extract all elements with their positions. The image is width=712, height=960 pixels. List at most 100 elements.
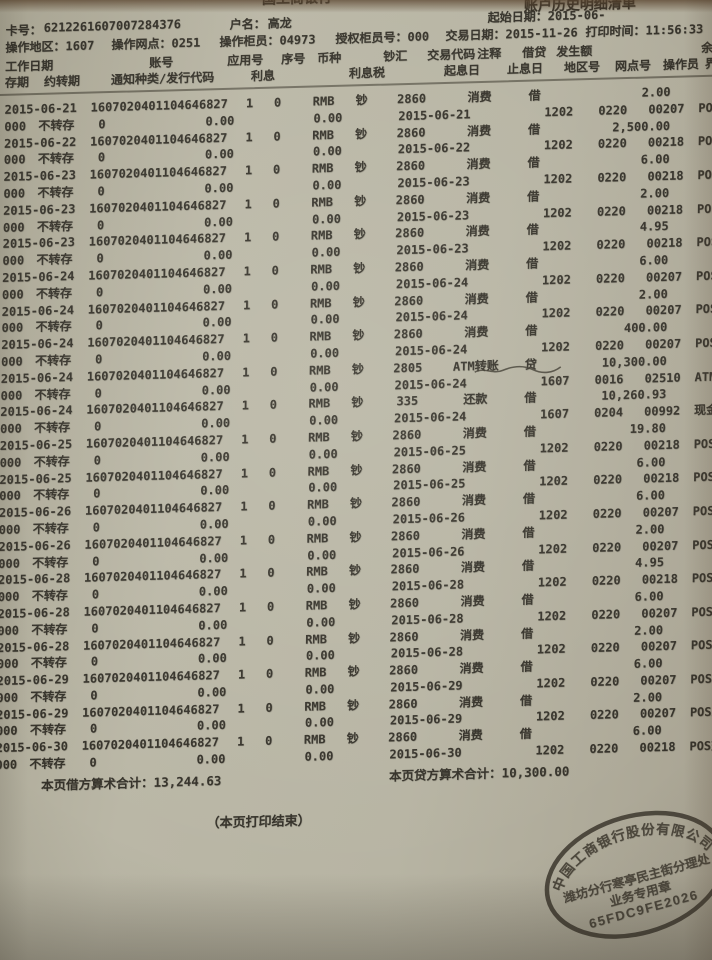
transaction-amount: 6.00 [640, 152, 670, 167]
app-no: 1 [243, 264, 251, 279]
transaction-code: 2860 [391, 494, 421, 510]
work-date: 2015-06-23 [3, 168, 76, 185]
transaction-amount: 2.00 [633, 689, 663, 705]
work-date: 2015-06-28 [0, 638, 70, 655]
branch-no: 0220 [595, 270, 625, 286]
region-no: 1202 [542, 238, 572, 254]
transaction-amount: 4.95 [634, 555, 665, 571]
col-branch-no: 网点号 [614, 58, 652, 74]
transaction-amount: 6.00 [633, 656, 663, 671]
transaction-code: 2860 [394, 259, 424, 275]
operator-no: 00218 [641, 571, 678, 587]
branch-no: 0016 [594, 371, 624, 387]
app-no: 1 [241, 432, 249, 447]
seq-no: 0 [269, 397, 278, 413]
operator-no: 00207 [640, 672, 677, 688]
channel: POS交 [693, 469, 712, 485]
work-date: 2015-06-25 [0, 470, 72, 487]
region-no: 1202 [535, 709, 565, 724]
app-no: 1 [245, 129, 253, 144]
value-date: 2015-06-24 [394, 375, 467, 392]
deposit-term: 000 [0, 421, 22, 437]
operator-no: 00218 [646, 202, 684, 218]
branch-no: 0220 [589, 741, 619, 757]
transaction-code: 2860 [389, 662, 419, 678]
app-no: 1 [240, 465, 249, 481]
col-operator-no: 操作员 [662, 57, 700, 73]
notice-type: 0 [93, 419, 102, 434]
col-interface-cut: 界 [704, 56, 712, 71]
renewal-type: 不转存 [33, 453, 70, 469]
channel: POS交 [689, 704, 712, 720]
notice-type: 0 [96, 251, 104, 266]
transaction-amount: 2.00 [638, 286, 668, 302]
col-seq-no: 序号 [281, 51, 306, 67]
branch-no: 0220 [596, 237, 626, 253]
channel: POS交 [689, 738, 712, 754]
channel: POS交 [692, 503, 712, 519]
seq-no: 0 [266, 599, 275, 614]
top-edge-fragment-center: 国工商银行 [262, 0, 332, 9]
deposit-term: 000 [1, 320, 24, 336]
operator-no: 00207 [648, 101, 685, 117]
transaction-amount: 4.95 [639, 219, 669, 235]
end-of-print-note: （本页打印结束） [206, 813, 311, 832]
currency: RMB [308, 396, 331, 411]
cash-flag: 钞 [350, 429, 363, 444]
renewal-type: 不转存 [37, 151, 74, 167]
transaction-code: 2860 [391, 461, 421, 476]
cash-flag: 钞 [352, 328, 365, 343]
notice-type: 0 [92, 520, 101, 535]
seq-no: 0 [267, 532, 276, 547]
transaction-code: 2860 [396, 91, 427, 107]
col-value-date: 起息日 [443, 63, 481, 78]
notice-type: 0 [94, 352, 103, 367]
operator-no: 00207 [639, 706, 677, 722]
channel: ATM交 [694, 368, 712, 384]
value-date: 2015-06-25 [393, 476, 466, 493]
interest: 0.00 [196, 751, 226, 767]
branch-no: 0220 [597, 170, 627, 185]
branch-no: 0220 [590, 640, 620, 656]
work-date: 2015-06-29 [0, 705, 69, 722]
currency: RMB [312, 127, 335, 143]
seq-no: 0 [267, 565, 275, 581]
transaction-amount: 2,500.00 [612, 118, 671, 135]
transaction-code: 2860 [396, 125, 426, 140]
seq-no: 0 [268, 498, 276, 513]
operator-no: 00218 [639, 739, 676, 755]
branch-no: 0220 [592, 506, 622, 521]
operator-no: 02510 [644, 370, 681, 386]
region-no: 1202 [543, 137, 573, 153]
region-no: 1202 [539, 440, 569, 456]
value-date: 2015-06-23 [396, 241, 469, 258]
app-no: 1 [243, 297, 251, 312]
seq-no: 0 [271, 297, 279, 312]
renewal-type: 不转存 [30, 689, 67, 705]
value-date: 2015-06-28 [390, 644, 464, 661]
transaction-amount: 2.00 [641, 84, 671, 100]
work-date: 2015-06-24 [0, 403, 73, 420]
renewal-type: 不转存 [38, 117, 75, 133]
work-date: 2015-06-24 [1, 336, 74, 353]
transaction-code: 2860 [395, 225, 425, 241]
work-date: 2015-06-28 [0, 605, 70, 621]
branch-no: 0220 [593, 472, 623, 488]
work-date: 2015-06-21 [4, 100, 77, 117]
branch-no: 0204 [593, 405, 624, 421]
deposit-term: 000 [0, 623, 20, 638]
renewal-type: 不转存 [34, 386, 71, 402]
operator-no: 00992 [643, 403, 681, 419]
page-debit-total-value: 13,244.63 [153, 773, 222, 790]
transaction-amount: 2.00 [635, 521, 665, 537]
channel: POS交 [690, 637, 712, 653]
pen-squiggle-mark [474, 365, 562, 374]
deposit-term: 000 [2, 253, 25, 269]
transaction-amount: 400.00 [623, 320, 668, 336]
cash-flag: 钞 [354, 193, 367, 209]
app-no: 1 [237, 701, 245, 716]
cash-flag: 钞 [349, 496, 363, 511]
holder-name-value: 高龙 [267, 16, 292, 31]
work-date: 2015-06-23 [3, 201, 76, 218]
